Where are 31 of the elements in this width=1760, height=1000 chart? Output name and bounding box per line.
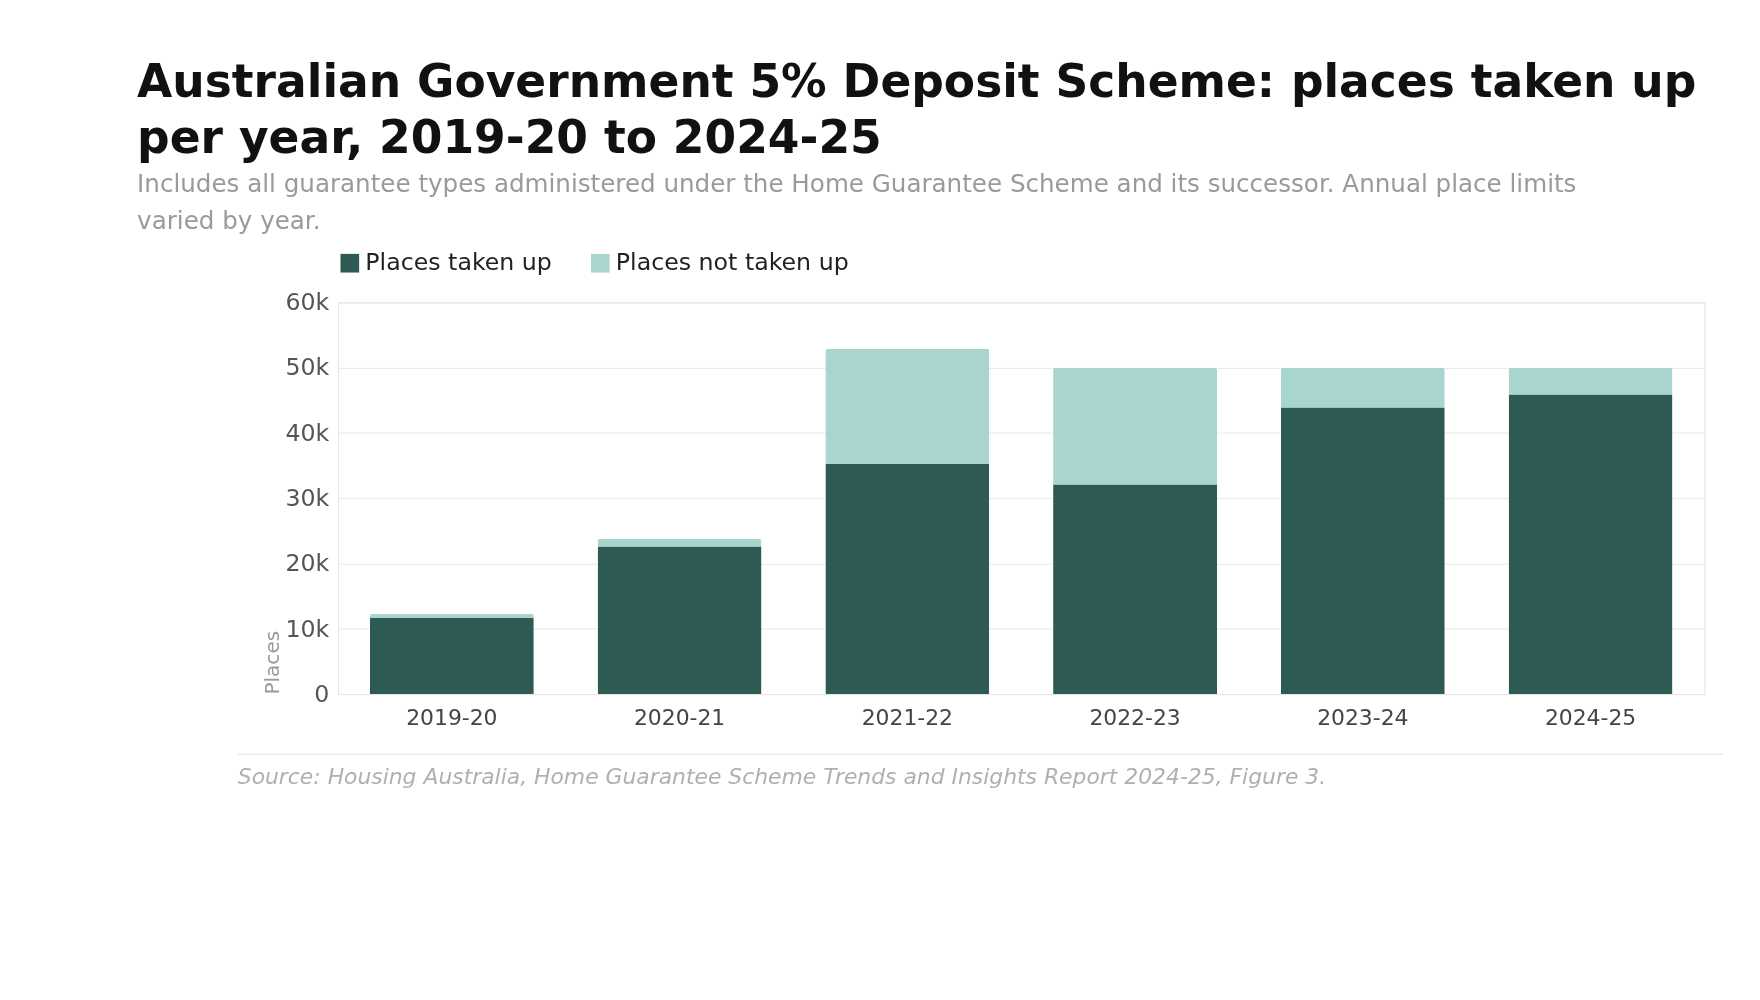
- legend-label: Places not taken up: [615, 248, 849, 277]
- bar: [597, 546, 762, 695]
- bar: [1053, 484, 1218, 695]
- bar: [597, 538, 762, 547]
- x-tick-label: 2023-24: [1317, 704, 1409, 730]
- y-tick-label: 0: [314, 679, 330, 708]
- y-tick-label: 40k: [285, 418, 330, 447]
- y-tick-label: 60k: [285, 288, 330, 317]
- legend-label: Places taken up: [365, 248, 552, 277]
- bar: [369, 617, 534, 695]
- bar: [369, 613, 534, 618]
- chart-subtitle: Includes all guarantee types administered under the Home Guarantee Scheme and its successor. Annual place limits varied by year.: [137, 169, 1577, 235]
- y-tick-label: 50k: [285, 353, 330, 382]
- bar: [1053, 367, 1218, 485]
- x-tick-label: 2024-25: [1544, 704, 1637, 730]
- bar: [1508, 394, 1673, 695]
- y-tick-label: 10k: [285, 614, 330, 643]
- y-tick-label: 30k: [285, 483, 330, 512]
- y-tick-label: 20k: [285, 549, 330, 578]
- bar: [825, 348, 990, 464]
- bar: [1280, 407, 1445, 695]
- source-note: Source: Housing Australia, Home Guarantee Scheme Trends and Insights Report 2024-25, Figure 3.: [237, 764, 1327, 790]
- x-tick-label: 2019-20: [406, 704, 498, 730]
- x-tick-label: 2022-23: [1089, 704, 1181, 730]
- bar: [1280, 367, 1445, 408]
- bar: [825, 463, 990, 695]
- x-tick-label: 2020-21: [633, 704, 726, 730]
- x-tick-label: 2021-22: [861, 704, 953, 730]
- chart-title: Australian Government 5% Deposit Scheme: places taken up per year, 2019-20 to 2024-25: [137, 54, 1697, 164]
- bar: [1508, 367, 1673, 395]
- y-axis-title: Places: [260, 630, 285, 695]
